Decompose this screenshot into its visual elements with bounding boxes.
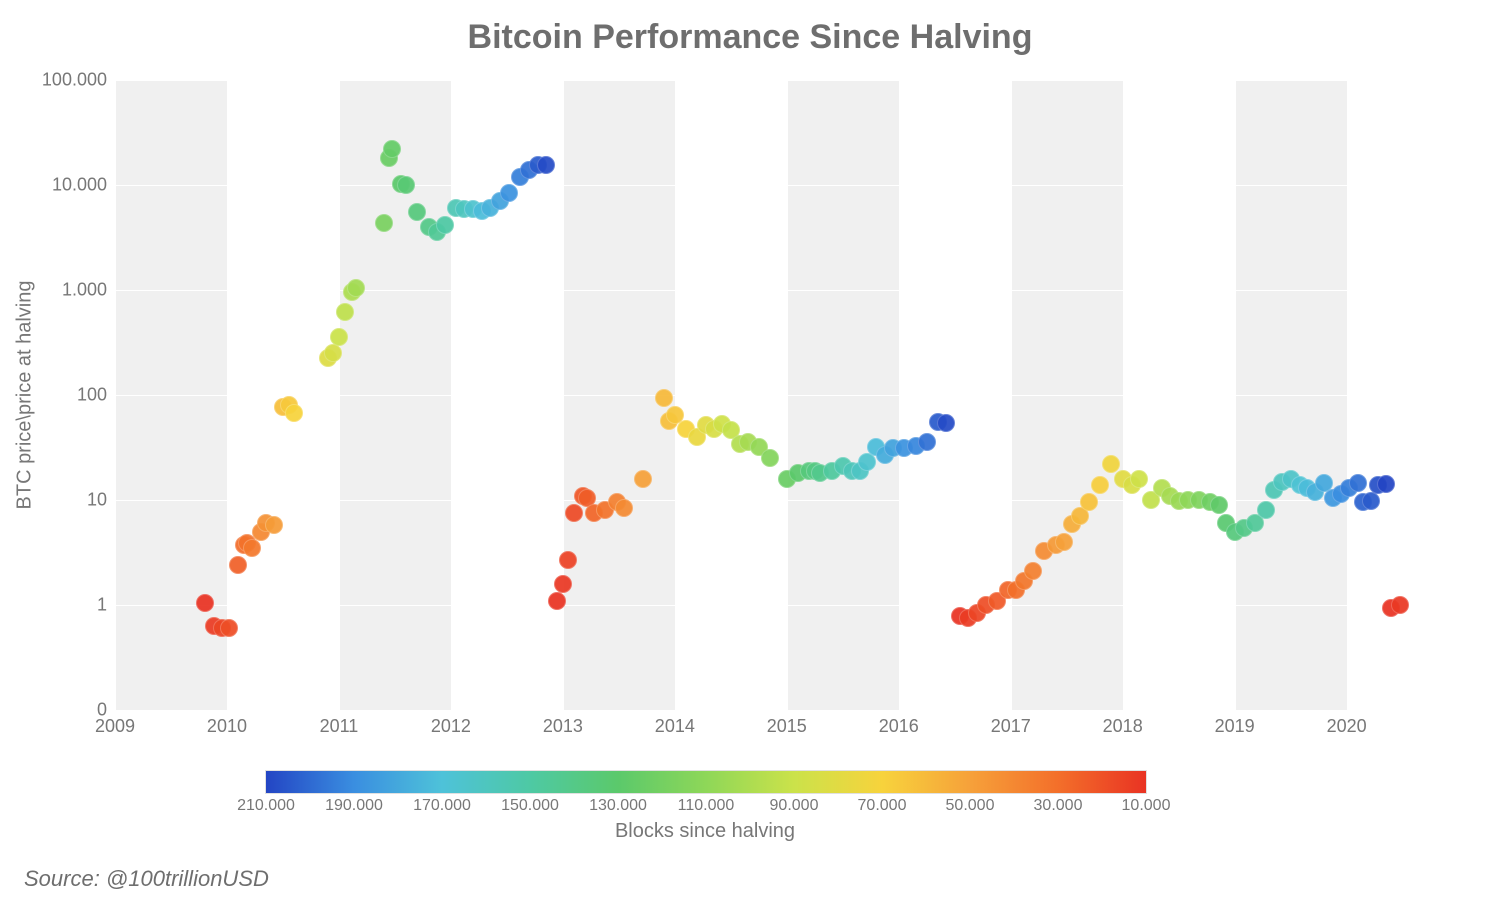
data-point [265,516,283,534]
data-point [285,404,303,422]
data-point [1349,474,1367,492]
data-point [220,619,238,637]
data-point [330,328,348,346]
data-point [548,592,566,610]
data-point [324,344,342,362]
data-point [1080,493,1098,511]
data-point [615,499,633,517]
data-point [761,449,779,467]
y-tick-label: 10.000 [52,175,107,196]
y-tick-label: 100 [77,385,107,406]
x-tick-label: 2019 [1215,716,1255,737]
x-tick-label: 2018 [1103,716,1143,737]
colorbar-tick-label: 50.000 [946,797,995,815]
data-point [383,140,401,158]
data-point [243,539,261,557]
x-tick-label: 2016 [879,716,919,737]
y-tick-label: 10 [87,490,107,511]
colorbar-tick-label: 190.000 [325,797,383,815]
plot-area: 2009201020112012201320142015201620172018… [115,80,1425,710]
y-gridline [115,80,1425,81]
y-tick-label: 100.000 [42,70,107,91]
data-point [634,470,652,488]
y-tick-label: 1.000 [62,280,107,301]
data-point [537,156,555,174]
data-point [229,556,247,574]
y-axis-label: BTC price\price at halving [14,281,37,510]
data-point [500,184,518,202]
colorbar-tick-label: 70.000 [858,797,907,815]
data-point [336,303,354,321]
colorbar-tick-label: 30.000 [1034,797,1083,815]
data-point [397,176,415,194]
data-point [347,279,365,297]
y-tick-label: 0 [97,700,107,721]
y-gridline [115,395,1425,396]
y-gridline [115,500,1425,501]
data-point [655,389,673,407]
data-point [559,551,577,569]
data-point [1210,496,1228,514]
x-tick-label: 2010 [207,716,247,737]
y-tick-label: 1 [97,595,107,616]
colorbar-tick-label: 10.000 [1122,797,1171,815]
data-point [375,214,393,232]
data-point [1391,596,1409,614]
data-point [937,414,955,432]
chart-title: Bitcoin Performance Since Halving [0,18,1500,57]
colorbar: 210.000190.000170.000150.000130.000110.0… [265,770,1147,794]
x-tick-label: 2013 [543,716,583,737]
colorbar-tick-label: 110.000 [678,797,735,815]
y-gridline [115,710,1425,711]
chart-container: Bitcoin Performance Since Halving 200920… [0,0,1500,914]
x-tick-label: 2015 [767,716,807,737]
data-point [565,504,583,522]
colorbar-tick-label: 130.000 [589,797,647,815]
data-point [1377,475,1395,493]
data-point [554,575,572,593]
y-gridline [115,185,1425,186]
colorbar-tick-label: 90.000 [770,797,819,815]
data-point [1362,492,1380,510]
x-tick-label: 2020 [1327,716,1367,737]
colorbar-tick-label: 210.000 [237,797,295,815]
colorbar-tick-label: 170.000 [413,797,471,815]
source-text: Source: @100trillionUSD [24,866,269,892]
data-point [918,433,936,451]
data-point [1024,562,1042,580]
x-tick-label: 2012 [431,716,471,737]
colorbar-tick-label: 150.000 [501,797,559,815]
data-point [1130,470,1148,488]
data-point [1091,476,1109,494]
data-point [1257,501,1275,519]
colorbar-title: Blocks since halving [265,820,1145,843]
x-tick-label: 2014 [655,716,695,737]
y-gridline [115,290,1425,291]
x-tick-label: 2011 [320,716,359,737]
y-gridline [115,605,1425,606]
data-point [196,594,214,612]
x-tick-label: 2017 [991,716,1031,737]
data-point [436,216,454,234]
data-point [1055,533,1073,551]
